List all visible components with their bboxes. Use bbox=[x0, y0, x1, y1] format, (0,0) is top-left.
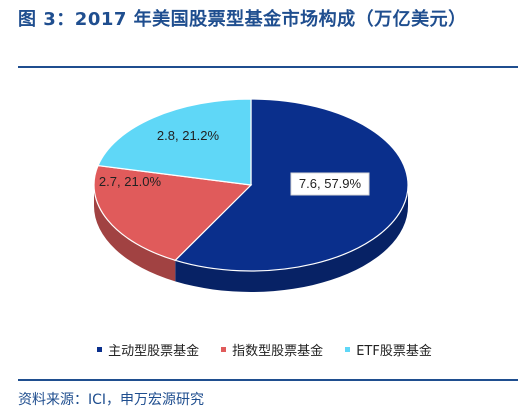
pie-side-0 bbox=[175, 185, 408, 293]
legend-item-index: 指数型股票基金 bbox=[221, 340, 323, 359]
chart-legend: 主动型股票基金 指数型股票基金 ETF股票基金 bbox=[0, 340, 529, 359]
legend-item-etf: ETF股票基金 bbox=[345, 340, 432, 359]
source-note: 资料来源：ICI，申万宏源研究 bbox=[18, 392, 205, 408]
pie-label-1: 2.7, 21.0% bbox=[99, 174, 162, 189]
pie-side-1 bbox=[94, 185, 176, 282]
legend-item-active: 主动型股票基金 bbox=[97, 340, 199, 359]
top-divider bbox=[18, 66, 518, 68]
legend-label-etf: ETF股票基金 bbox=[356, 344, 432, 359]
pie-label-2: 2.8, 21.2% bbox=[157, 128, 220, 143]
pie-slice-1 bbox=[93, 164, 253, 262]
legend-label-index: 指数型股票基金 bbox=[232, 344, 324, 359]
bottom-divider bbox=[18, 379, 518, 381]
legend-label-active: 主动型股票基金 bbox=[108, 344, 200, 359]
chart-title: 图 3：2017 年美国股票型基金市场构成（万亿美元） bbox=[18, 9, 467, 30]
legend-swatch-etf bbox=[345, 347, 351, 352]
legend-swatch-active bbox=[97, 347, 103, 352]
legend-swatch-index bbox=[221, 347, 227, 352]
pie-chart: 7.6, 57.9% 2.7, 21.0% 2.8, 21.2% bbox=[93, 98, 409, 293]
pie-slice-2 bbox=[97, 98, 252, 186]
pie-label-0: 7.6, 57.9% bbox=[299, 176, 362, 191]
pie-label-box-0 bbox=[290, 172, 370, 196]
